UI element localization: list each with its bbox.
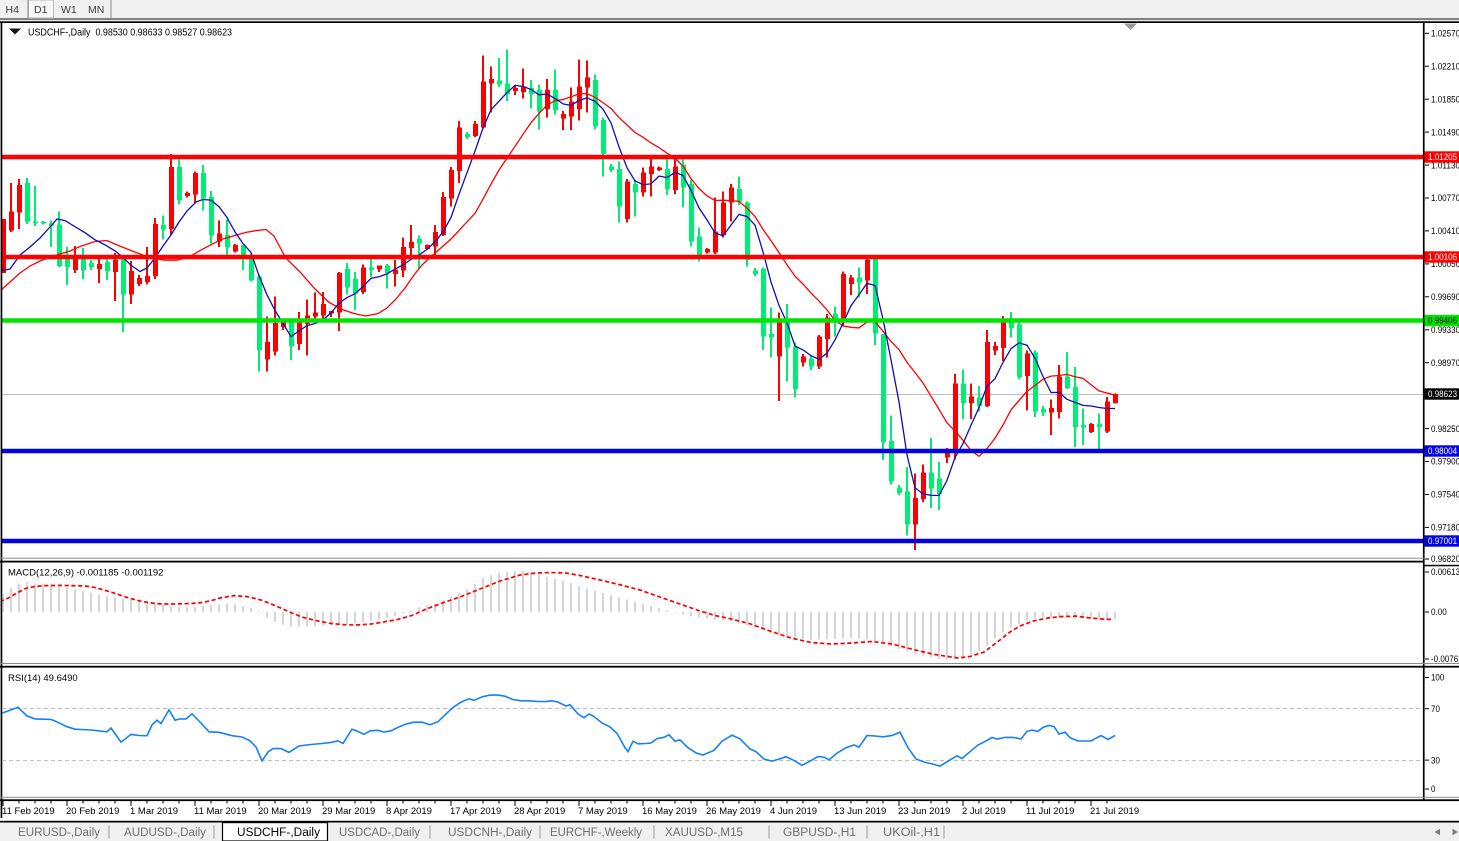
svg-text:11 Mar 2019: 11 Mar 2019 — [194, 806, 247, 817]
svg-text:USDCHF-,Daily: USDCHF-,Daily — [237, 827, 320, 839]
svg-text:1.01205: 1.01205 — [1428, 152, 1457, 162]
svg-text:0.98004: 0.98004 — [1428, 446, 1457, 456]
svg-text:1.00410: 1.00410 — [1431, 226, 1459, 236]
svg-text:0.97180: 0.97180 — [1431, 523, 1459, 533]
svg-text:11 Jul 2019: 11 Jul 2019 — [1026, 806, 1074, 817]
svg-text:2 Jul 2019: 2 Jul 2019 — [962, 806, 1006, 817]
svg-text:1.01490: 1.01490 — [1431, 127, 1459, 137]
svg-text:0.97540: 0.97540 — [1431, 490, 1459, 500]
svg-text:EURUSD-,Daily: EURUSD-,Daily — [18, 827, 100, 839]
svg-text:0.99330: 0.99330 — [1431, 325, 1459, 335]
svg-text:USDCNH-,Daily: USDCNH-,Daily — [448, 827, 532, 839]
svg-text:MN: MN — [88, 4, 104, 16]
svg-text:RSI(14) 49.6490: RSI(14) 49.6490 — [8, 673, 78, 684]
svg-text:0.98250: 0.98250 — [1431, 424, 1459, 434]
svg-text:GBPUSD-,H1: GBPUSD-,H1 — [783, 827, 856, 839]
svg-text:20 Mar 2019: 20 Mar 2019 — [258, 806, 311, 817]
svg-text:1 Mar 2019: 1 Mar 2019 — [130, 806, 178, 817]
svg-text:16 May 2019: 16 May 2019 — [642, 806, 697, 817]
svg-text:1.00050: 1.00050 — [1431, 259, 1459, 269]
svg-text:0.99406: 0.99406 — [1428, 316, 1457, 326]
svg-text:0.00: 0.00 — [1431, 607, 1447, 617]
svg-text:8 Apr 2019: 8 Apr 2019 — [386, 806, 432, 817]
svg-text:4 Jun 2019: 4 Jun 2019 — [770, 806, 817, 817]
svg-text:1.01130: 1.01130 — [1431, 160, 1459, 170]
svg-text:USDCHF-,Daily 0.98530 0.98633: USDCHF-,Daily 0.98530 0.98633 0.98527 0.… — [28, 28, 232, 39]
svg-text:23 Jun 2019: 23 Jun 2019 — [898, 806, 950, 817]
svg-text:0: 0 — [1431, 784, 1435, 794]
svg-text:1.00106: 1.00106 — [1428, 252, 1457, 262]
svg-text:1.01850: 1.01850 — [1431, 94, 1459, 104]
svg-text:1.00770: 1.00770 — [1431, 193, 1459, 203]
svg-text:29 Mar 2019: 29 Mar 2019 — [322, 806, 375, 817]
svg-text:0.00613: 0.00613 — [1431, 567, 1459, 577]
svg-text:1.02210: 1.02210 — [1431, 61, 1459, 71]
svg-text:100: 100 — [1431, 673, 1444, 683]
svg-text:0.96820: 0.96820 — [1431, 554, 1459, 564]
svg-text:EURCHF-,Weekly: EURCHF-,Weekly — [550, 827, 642, 839]
svg-text:0.97900: 0.97900 — [1431, 457, 1459, 467]
svg-text:20 Feb 2019: 20 Feb 2019 — [66, 806, 119, 817]
svg-text:0.97001: 0.97001 — [1428, 536, 1457, 546]
svg-text:11 Feb 2019: 11 Feb 2019 — [2, 806, 55, 817]
svg-text:1.02570: 1.02570 — [1431, 29, 1459, 39]
svg-text:AUDUSD-,Daily: AUDUSD-,Daily — [124, 827, 206, 839]
svg-text:0.98623: 0.98623 — [1428, 389, 1457, 399]
svg-text:13 Jun 2019: 13 Jun 2019 — [834, 806, 886, 817]
svg-text:7 May 2019: 7 May 2019 — [578, 806, 628, 817]
svg-text:UKOil-,H1: UKOil-,H1 — [883, 827, 940, 839]
svg-text:26 May 2019: 26 May 2019 — [706, 806, 761, 817]
svg-text:21 Jul 2019: 21 Jul 2019 — [1090, 806, 1139, 817]
svg-text:0.99690: 0.99690 — [1431, 292, 1459, 302]
svg-text:17 Apr 2019: 17 Apr 2019 — [450, 806, 501, 817]
svg-text:H4: H4 — [6, 4, 20, 16]
svg-text:XAUUSD-,M15: XAUUSD-,M15 — [665, 827, 743, 839]
svg-text:70: 70 — [1431, 704, 1440, 714]
svg-text:0.98970: 0.98970 — [1431, 358, 1459, 368]
svg-text:D1: D1 — [34, 4, 48, 16]
svg-text:W1: W1 — [61, 4, 77, 16]
svg-text:USDCAD-,Daily: USDCAD-,Daily — [339, 827, 420, 839]
svg-text:30: 30 — [1431, 755, 1440, 765]
svg-text:28 Apr 2019: 28 Apr 2019 — [514, 806, 565, 817]
svg-text:MACD(12,26,9) -0.001185 -0.001: MACD(12,26,9) -0.001185 -0.001192 — [8, 568, 163, 579]
